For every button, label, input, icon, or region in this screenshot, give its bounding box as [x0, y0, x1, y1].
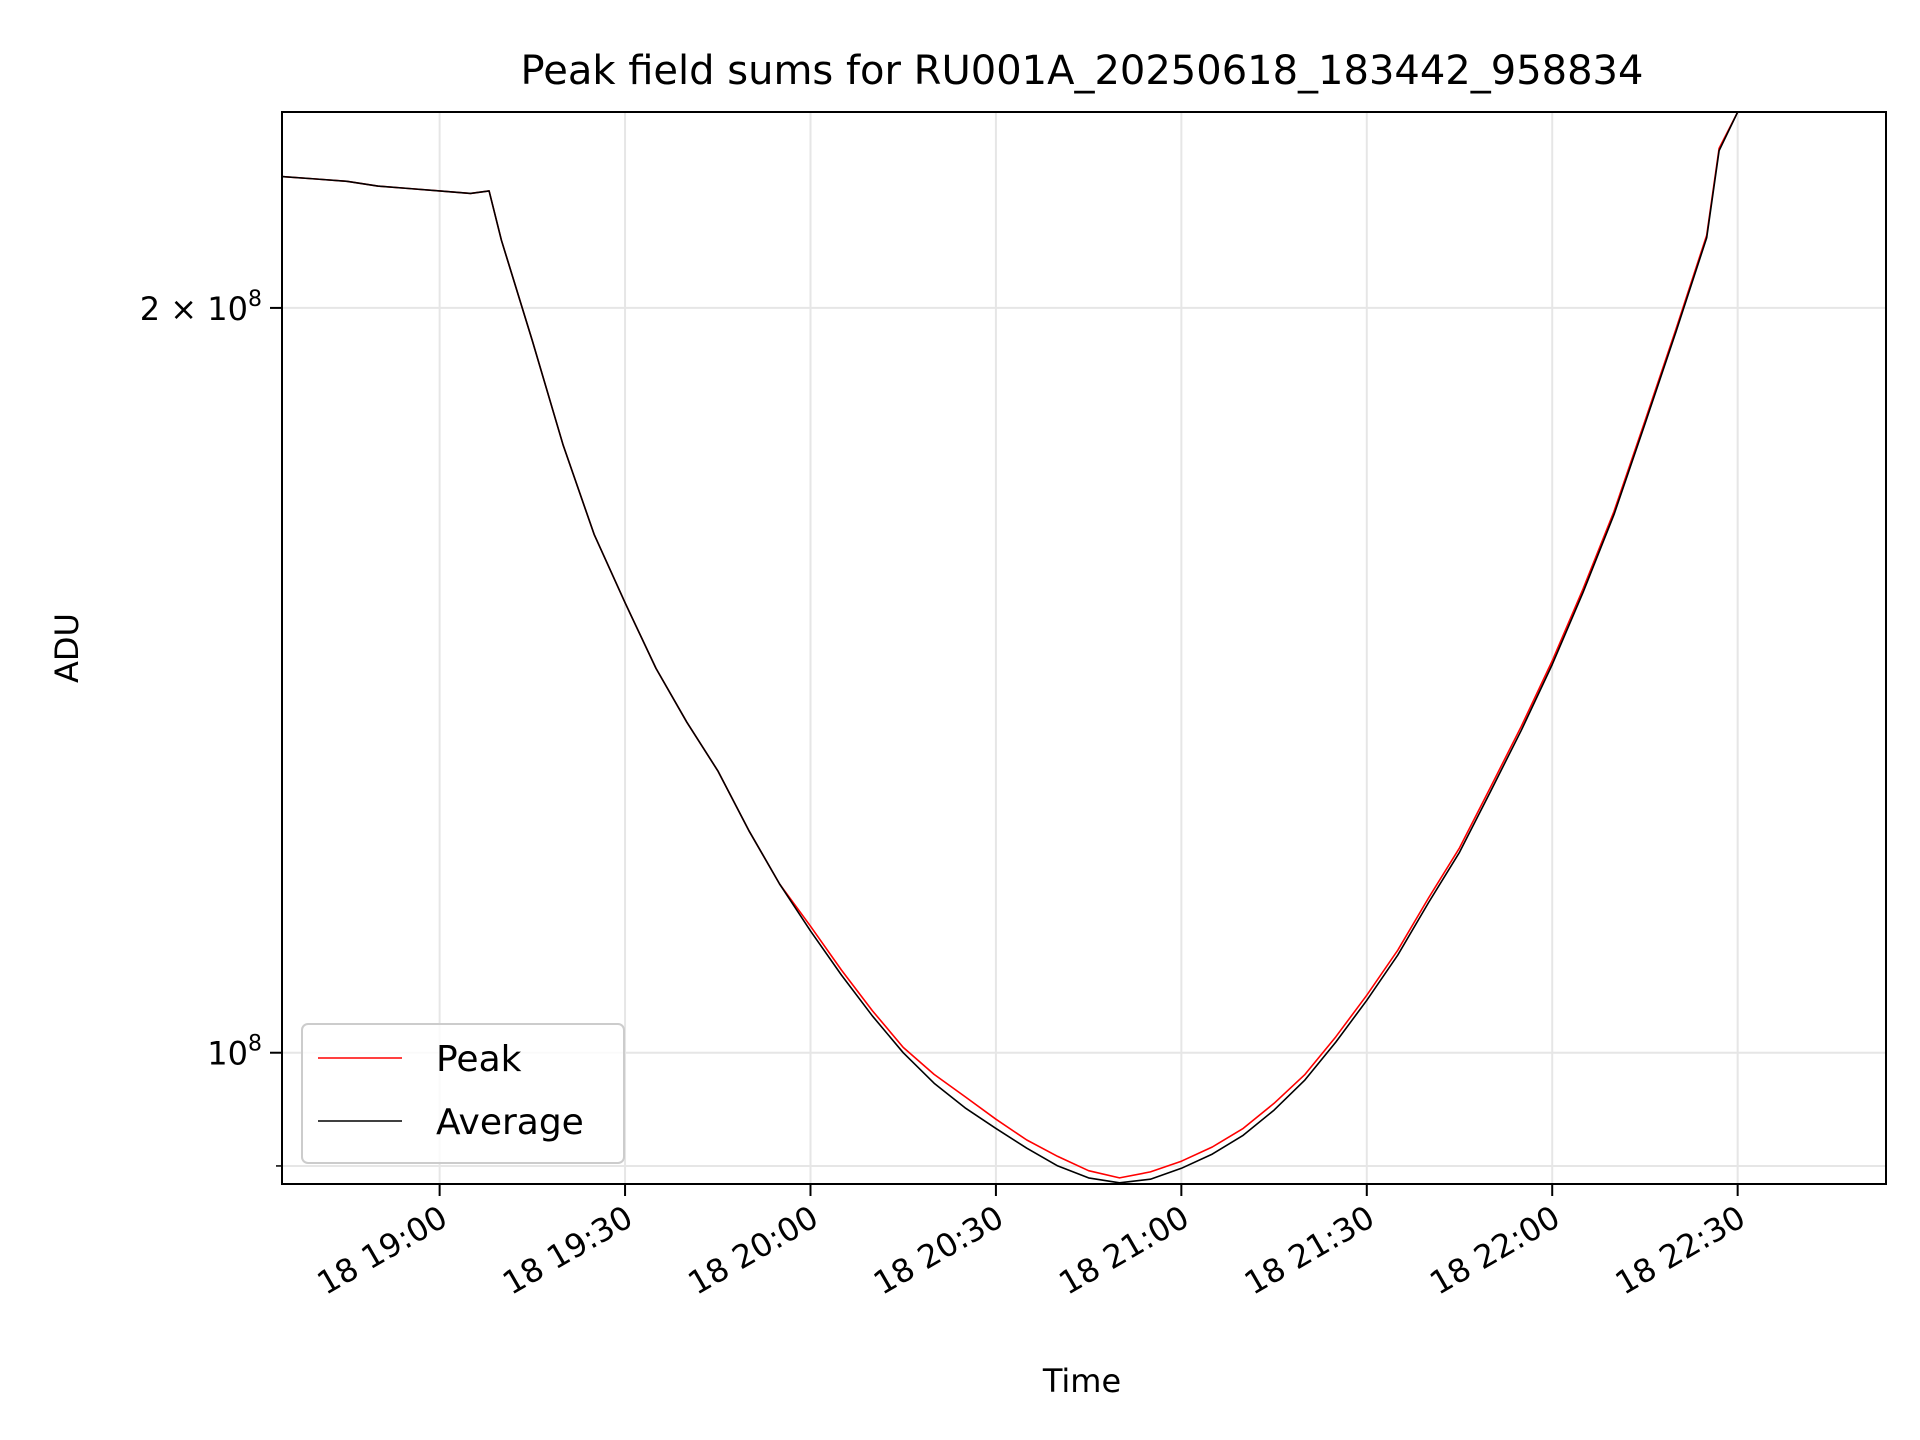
- plot-frame: [281, 111, 1887, 1185]
- series-line-average: [281, 111, 1739, 1184]
- legend-peak-label: Peak: [436, 1039, 522, 1080]
- legend-average-label: Average: [436, 1102, 584, 1143]
- chart-title: Peak field sums for RU001A_20250618_1834…: [521, 48, 1644, 94]
- series-lines: [281, 111, 1739, 1184]
- y-axis-ticks: 108 2 × 108: [140, 287, 282, 1167]
- y-tick-label: 108: [207, 1032, 262, 1073]
- y-tick-label: 2 × 108: [140, 287, 262, 328]
- y-axis-label: ADU: [48, 613, 86, 683]
- x-axis-label: Time: [1042, 1362, 1121, 1400]
- legend: Peak Average: [301, 1023, 625, 1164]
